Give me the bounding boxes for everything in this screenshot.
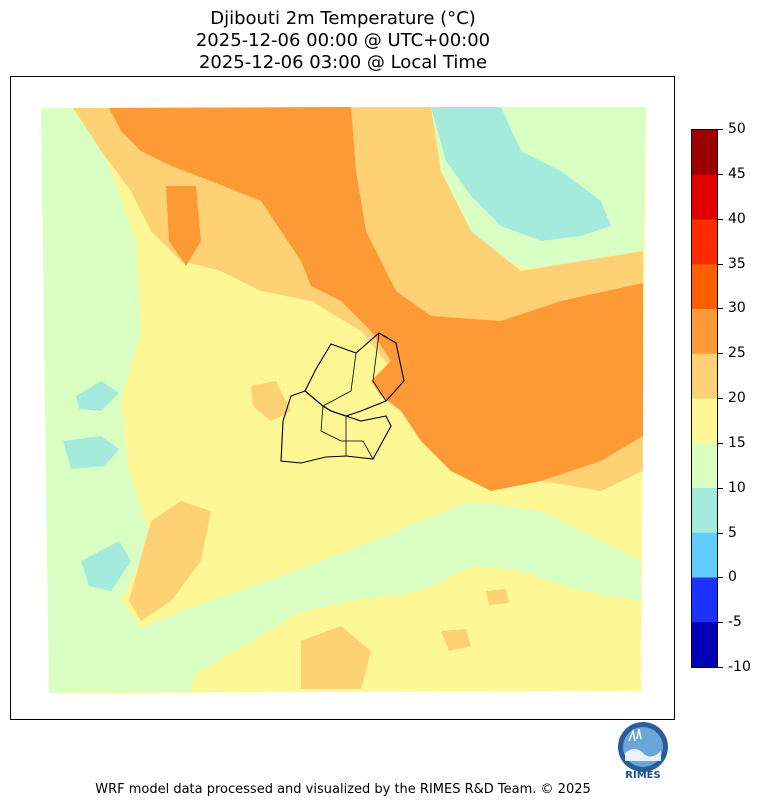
colorbar-tick-mark [718, 398, 723, 399]
colorbar-tick-mark [718, 218, 723, 220]
temperature-zone-20-25-central [251, 381, 291, 421]
colorbar-tick-mark [718, 129, 723, 130]
temperature-zone-5-10-southwest [81, 541, 131, 591]
colorbar-band [692, 174, 717, 220]
colorbar-tick-label: 50 [728, 121, 746, 137]
colorbar-tick-label: 10 [728, 479, 746, 496]
logo-text: RIMES [625, 770, 661, 781]
colorbar-tick-mark [718, 353, 723, 355]
temperature-zone-5-10-west-1 [63, 436, 119, 469]
colorbar-tick-mark [718, 577, 723, 579]
map-frame: RIMES [10, 76, 675, 781]
colorbar-tick-label: 40 [728, 210, 746, 227]
temperature-zone-25-30-northwest [166, 186, 201, 266]
colorbar [691, 129, 718, 668]
colorbar-tick-mark [718, 622, 723, 624]
colorbar-band [692, 443, 717, 489]
colorbar-tick-label: 5 [728, 524, 737, 541]
colorbar-tick-label: 20 [728, 390, 746, 406]
colorbar-tick-mark [718, 667, 723, 668]
temperature-zone-20-25-south [301, 626, 371, 689]
colorbar-band [692, 264, 717, 310]
colorbar-band [692, 577, 717, 623]
colorbar-tick-label: 15 [728, 434, 746, 451]
colorbar-band [692, 398, 717, 444]
title-line-2: 2025-12-06 00:00 @ UTC+00:00 [195, 30, 491, 51]
colorbar-tick-label: -5 [728, 614, 742, 631]
colorbar-tick-mark [718, 532, 723, 534]
title-line-3: 2025-12-06 03:00 @ Local Time [198, 52, 488, 73]
colorbar-tick-label: 45 [728, 165, 746, 182]
colorbar-tick-mark [718, 487, 723, 489]
colorbar-tick-label: 25 [728, 345, 746, 362]
region-boundaries [320, 332, 387, 460]
temperature-zone-10-15-west [41, 108, 201, 693]
colorbar-bands [692, 130, 717, 668]
temperature-map [41, 107, 646, 693]
colorbar-tick-label: 35 [728, 255, 746, 272]
colorbar-tick-label: 0 [728, 569, 737, 586]
colorbar-band [692, 130, 717, 176]
colorbar-tick-label: -10 [728, 659, 751, 675]
temperature-zone-5-10-west-2 [76, 381, 119, 411]
rimes-logo: RIMES [611, 717, 675, 785]
colorbar-tick-mark [718, 173, 723, 175]
temperature-zone-25-30-north [109, 107, 643, 491]
colorbar-tick-mark [718, 263, 723, 265]
temperature-zone-20-25-southeast-1 [441, 629, 471, 651]
title-line-1: Djibouti 2m Temperature (°C) [210, 8, 476, 29]
colorbar-band [692, 353, 717, 399]
temperature-zone-20-25-southeast-2 [486, 589, 509, 605]
colorbar-band [692, 622, 717, 668]
footer-credit: WRF model data processed and visualized … [95, 782, 591, 797]
colorbar-band [692, 309, 717, 355]
colorbar-tick-label: 30 [728, 300, 746, 317]
colorbar-band [692, 219, 717, 265]
colorbar-tick-mark [718, 308, 723, 310]
colorbar-band [692, 532, 717, 578]
temperature-zone-5-10-northeast [431, 107, 611, 241]
temperature-zone-20-25-southwest [129, 501, 211, 621]
colorbar-band [692, 488, 717, 534]
chart-title: Djibouti 2m Temperature (°C) 2025-12-06 … [0, 8, 686, 74]
colorbar-tick-mark [718, 442, 723, 444]
temperature-zone-10-15-south [61, 501, 641, 691]
